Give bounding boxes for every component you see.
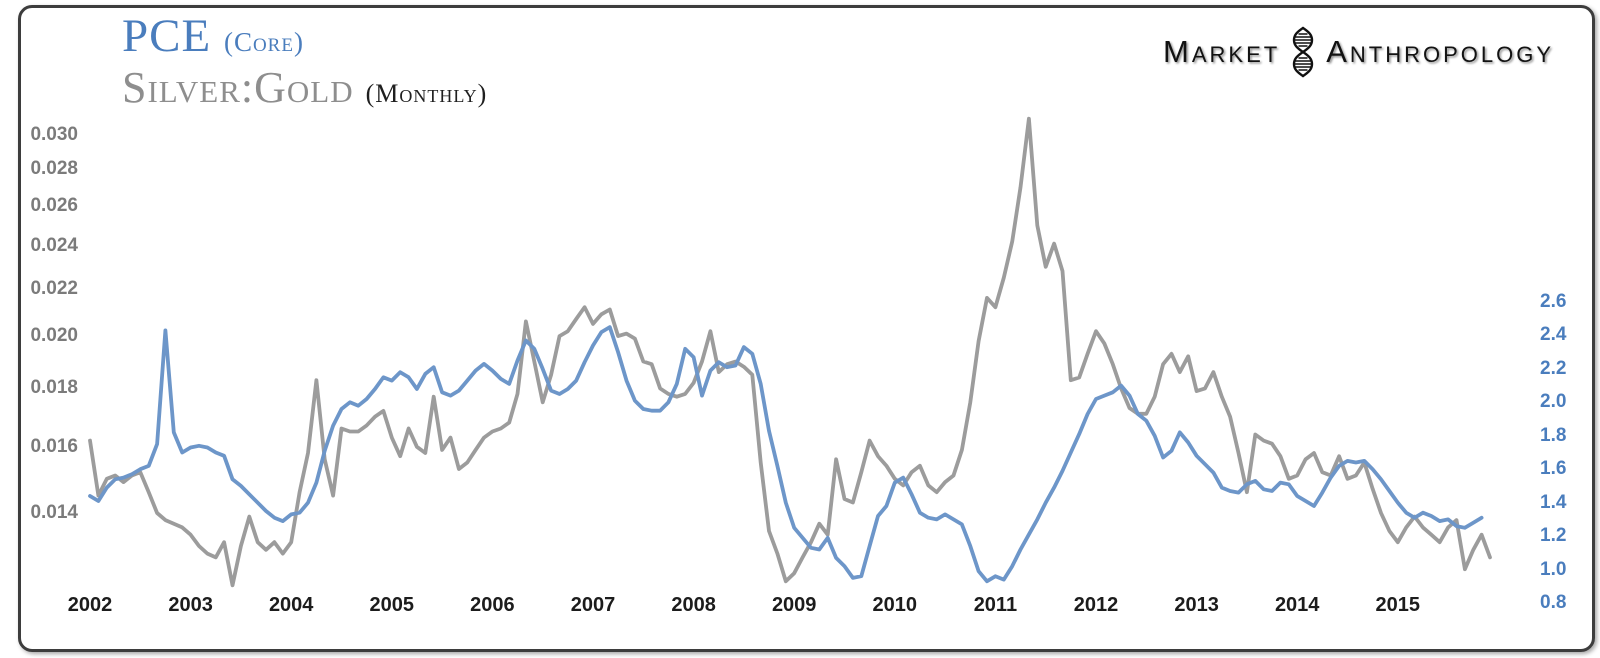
title-pce-main: PCE xyxy=(122,10,212,62)
right-axis-tick: 1.6 xyxy=(1540,458,1567,480)
left-axis-tick: 0.014 xyxy=(30,502,78,523)
logo-word-market: Market xyxy=(1163,34,1281,69)
x-axis-tick: 2006 xyxy=(470,594,515,616)
right-axis-tick: 2.0 xyxy=(1540,391,1567,413)
right-axis-tick: 1.8 xyxy=(1540,424,1567,446)
silver-gold-line xyxy=(88,116,1492,588)
x-axis-tick: 2013 xyxy=(1174,594,1219,616)
left-axis-tick: 0.020 xyxy=(30,325,78,347)
right-axis-tick: 1.0 xyxy=(1540,558,1567,580)
right-axis-tick: 2.2 xyxy=(1540,357,1567,379)
x-axis-tick: 2010 xyxy=(872,594,918,616)
right-axis-tick: 2.4 xyxy=(1540,324,1567,346)
x-axis-tick: 2014 xyxy=(1274,594,1320,616)
x-axis-tick: 2015 xyxy=(1375,594,1421,616)
right-axis-tick: 0.8 xyxy=(1540,592,1567,613)
left-axis-tick: 0.022 xyxy=(30,277,78,299)
x-axis-tick: 2011 xyxy=(973,594,1018,616)
left-axis-tick: 0.018 xyxy=(30,377,78,399)
x-axis-tick: 2002 xyxy=(67,594,113,616)
pce-core-line xyxy=(88,325,1484,584)
dna-helix-icon xyxy=(1290,24,1316,80)
x-axis-tick: 2012 xyxy=(1073,594,1119,616)
left-axis-tick: 0.016 xyxy=(30,435,78,457)
x-axis-tick: 2008 xyxy=(671,594,716,616)
left-axis-tick: 0.024 xyxy=(30,234,78,256)
logo-word-anthropology: Anthropology xyxy=(1326,34,1554,69)
chart-title-block: PCE (Core) Silver:Gold (Monthly) xyxy=(122,10,487,112)
right-axis-tick: 1.2 xyxy=(1540,525,1567,547)
x-axis-tick: 2007 xyxy=(570,594,616,616)
market-anthropology-logo: Market Anthropology xyxy=(1163,24,1554,80)
title-silver-gold: Silver:Gold (Monthly) xyxy=(122,65,487,111)
x-axis-tick: 2009 xyxy=(771,594,817,616)
left-axis-tick: 0.026 xyxy=(30,194,78,216)
right-axis-tick: 2.6 xyxy=(1540,291,1567,312)
x-axis-tick: 2005 xyxy=(369,594,415,616)
x-axis-tick: 2003 xyxy=(168,594,213,616)
right-axis-tick: 1.4 xyxy=(1540,491,1567,513)
title-pce-qualifier: (Core) xyxy=(223,27,304,57)
x-axis-tick: 2004 xyxy=(268,594,314,616)
left-axis-tick: 0.030 xyxy=(30,124,78,145)
left-axis-tick: 0.028 xyxy=(30,158,78,180)
title-silver-gold-qualifier: (Monthly) xyxy=(365,79,488,109)
title-silver-gold-main: Silver:Gold xyxy=(122,63,354,113)
title-pce: PCE (Core) xyxy=(122,10,487,62)
